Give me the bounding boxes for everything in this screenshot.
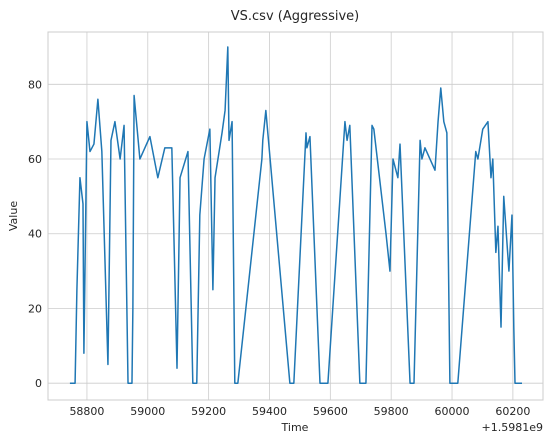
x-tick-label: 59400: [252, 405, 287, 418]
x-tick-label: 58800: [69, 405, 104, 418]
y-tick-label: 40: [28, 228, 42, 241]
x-axis-label: Time: [281, 421, 309, 434]
chart-title: VS.csv (Aggressive): [231, 9, 359, 24]
y-tick-label: 0: [35, 377, 42, 390]
x-offset-label: +1.5981e9: [482, 421, 543, 434]
x-tick-label: 59000: [130, 405, 165, 418]
data-line: [69, 46, 523, 384]
x-tick-label: 59200: [191, 405, 226, 418]
x-tick-label: 59800: [374, 405, 409, 418]
x-tick-label: 60000: [435, 405, 470, 418]
plot-frame: [47, 31, 544, 401]
x-tick-label: 60200: [495, 405, 530, 418]
x-tick-label: 59600: [313, 405, 348, 418]
y-axis-label: Value: [7, 201, 20, 231]
y-tick-label: 60: [28, 153, 42, 166]
y-tick-label: 80: [28, 78, 42, 91]
y-tick-label: 20: [28, 302, 42, 315]
